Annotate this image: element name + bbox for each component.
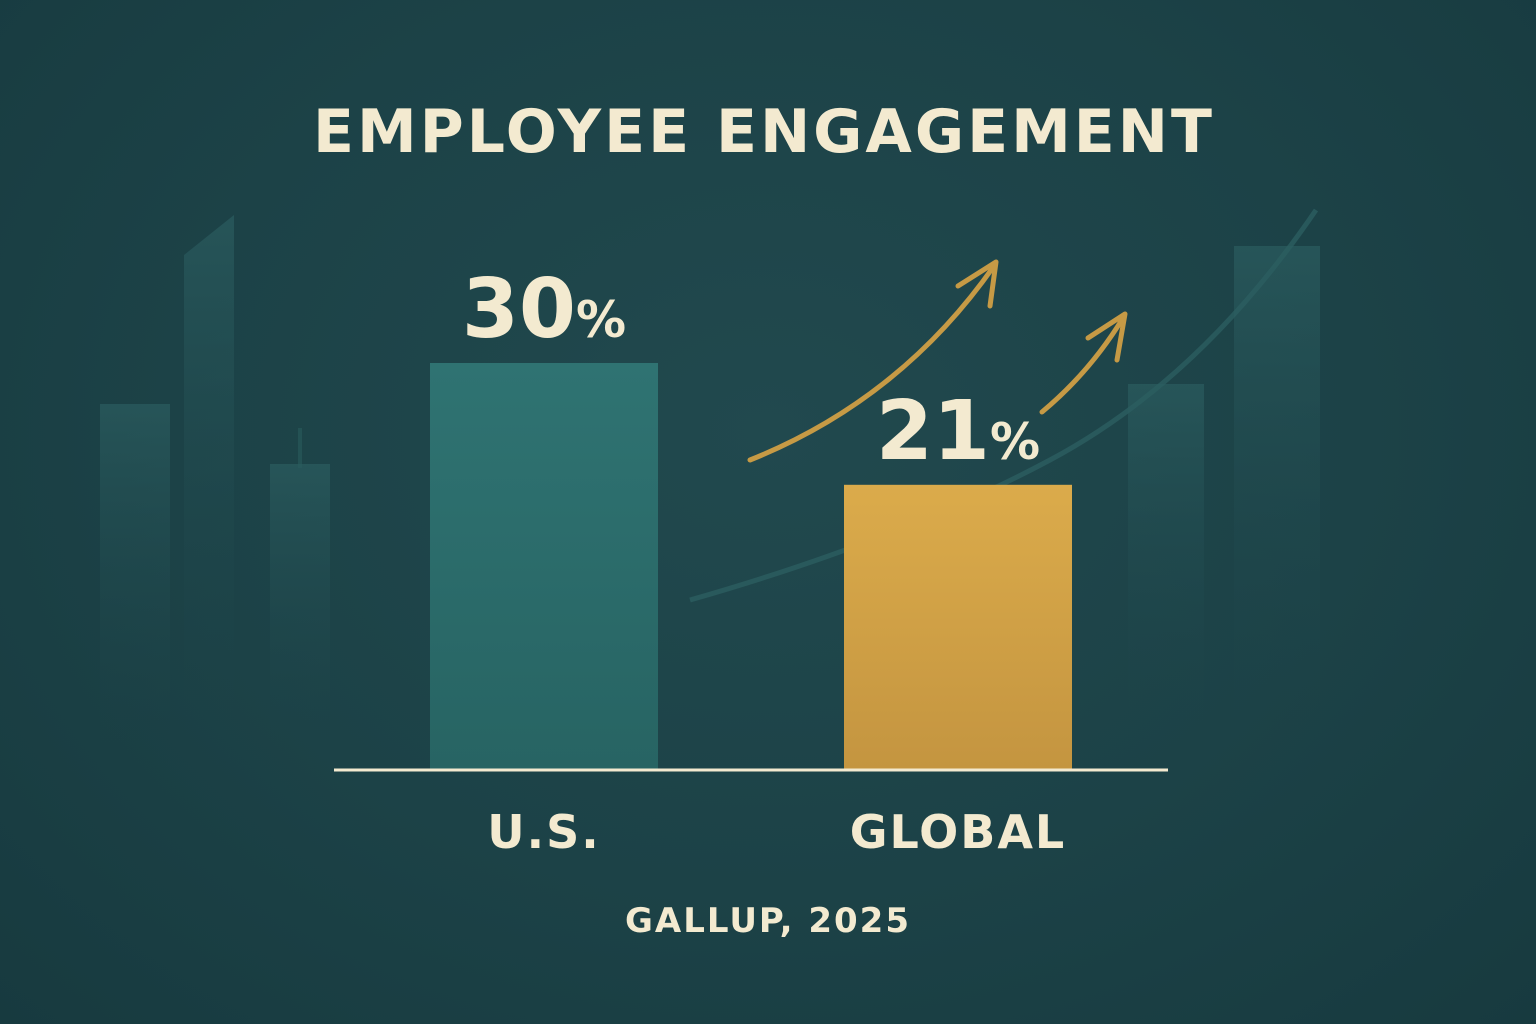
value-number-global: 21 <box>876 384 990 479</box>
trend-arrows <box>747 259 1128 463</box>
value-unit-global: % <box>990 413 1040 471</box>
background-decoration <box>100 208 1320 744</box>
background-building <box>270 464 330 744</box>
trend-arrow-small-head-icon <box>1085 311 1128 363</box>
background-building <box>184 215 234 720</box>
source-label: GALLUP, 2025 <box>625 901 911 941</box>
chart-title: EMPLOYEE ENGAGEMENT <box>313 97 1215 167</box>
background-building <box>298 428 302 468</box>
bar-global <box>844 484 1072 769</box>
value-number-us: 30 <box>462 262 576 357</box>
background-building <box>100 404 170 744</box>
value-label-us: 30% <box>462 262 626 357</box>
trend-arrow-large-head-icon <box>955 259 999 309</box>
bar-us <box>430 363 658 769</box>
category-label-us: U.S. <box>487 805 600 859</box>
bars-group <box>430 363 1072 769</box>
trend-arrow-large <box>747 263 997 463</box>
trend-arrow-small <box>1039 315 1126 415</box>
category-label-global: GLOBAL <box>850 805 1067 859</box>
value-unit-us: % <box>576 291 626 349</box>
background-building <box>1234 246 1320 726</box>
background-trend-line <box>689 208 1319 603</box>
value-label-global: 21% <box>876 384 1040 479</box>
background-building <box>1128 384 1204 724</box>
